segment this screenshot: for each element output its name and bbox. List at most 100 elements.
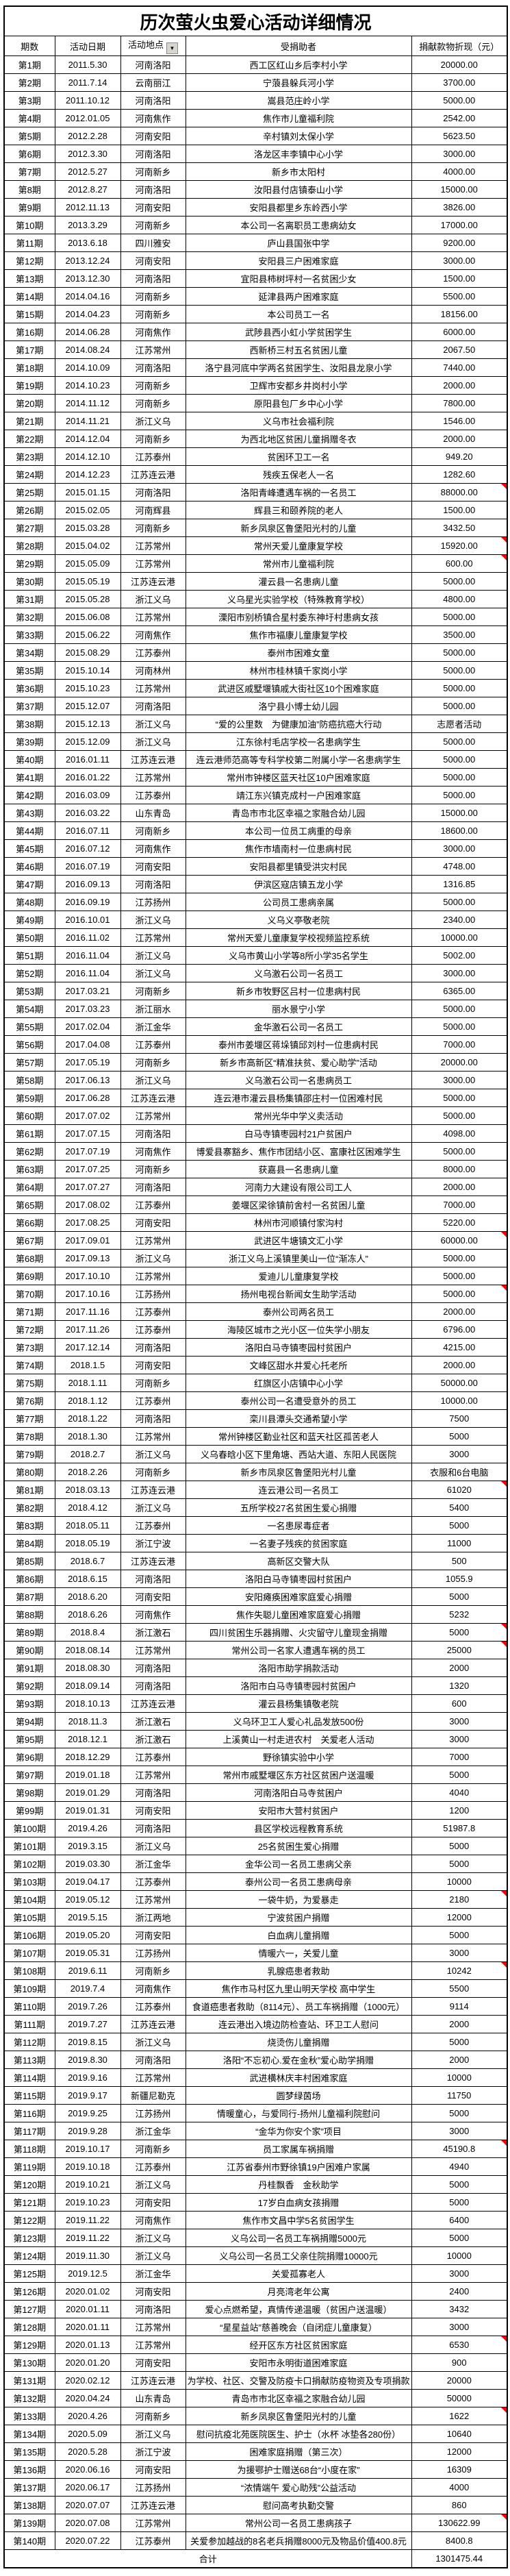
period-cell[interactable]: 第15期 bbox=[3, 305, 55, 323]
period-cell[interactable]: 第127期 bbox=[3, 2300, 55, 2318]
date-cell[interactable]: 2017.08.25 bbox=[54, 1213, 121, 1232]
location-cell[interactable]: 江苏常州 bbox=[120, 608, 186, 626]
period-cell[interactable]: 第107期 bbox=[3, 1944, 55, 1962]
date-cell[interactable]: 2012.3.30 bbox=[54, 145, 121, 163]
date-cell[interactable]: 2017.05.19 bbox=[54, 1053, 121, 1072]
amount-cell[interactable]: 5000.00 bbox=[411, 1089, 508, 1107]
location-cell[interactable]: 河南新乡 bbox=[120, 376, 186, 395]
date-cell[interactable]: 2019.9.28 bbox=[54, 2122, 121, 2140]
location-cell[interactable]: 江苏常州 bbox=[120, 1106, 186, 1125]
amount-cell[interactable]: 7440.00 bbox=[411, 358, 508, 377]
recipient-cell[interactable]: 博爱县寨豁乡、焦作市团结小区、富康社区困难学生 bbox=[185, 1142, 412, 1161]
period-cell[interactable]: 第134期 bbox=[3, 2425, 55, 2443]
recipient-cell[interactable]: 洛阳市助学捐款活动 bbox=[185, 1659, 412, 1677]
recipient-cell[interactable]: 灌云县杨集镇敬老院 bbox=[185, 1694, 412, 1713]
date-cell[interactable]: 2017.06.28 bbox=[54, 1089, 121, 1107]
date-cell[interactable]: 2016.07.11 bbox=[54, 821, 121, 840]
location-cell[interactable]: 河南洛阳 bbox=[120, 1338, 186, 1357]
location-cell[interactable]: 浙江义乌 bbox=[120, 1071, 186, 1089]
period-cell[interactable]: 第67期 bbox=[3, 1231, 55, 1250]
location-cell[interactable]: 河南洛阳 bbox=[120, 2300, 186, 2318]
amount-cell[interactable]: 3000 bbox=[411, 1445, 508, 1463]
location-cell[interactable]: 河南焦作 bbox=[120, 1979, 186, 1998]
date-cell[interactable]: 2012.5.27 bbox=[54, 162, 121, 181]
recipient-cell[interactable]: 义乌激石公司一名患病员工 bbox=[185, 1071, 412, 1089]
recipient-cell[interactable]: 林州市桂林镇千家岗小学 bbox=[185, 661, 412, 680]
location-cell[interactable]: 江苏泰州 bbox=[120, 643, 186, 662]
period-cell[interactable]: 第44期 bbox=[3, 821, 55, 840]
period-cell[interactable]: 第121期 bbox=[3, 2193, 55, 2212]
period-cell[interactable]: 第23期 bbox=[3, 447, 55, 466]
period-cell[interactable]: 第1期 bbox=[3, 55, 55, 74]
date-cell[interactable]: 2018.1.11 bbox=[54, 1374, 121, 1392]
amount-cell[interactable]: 15920.00 bbox=[411, 536, 508, 555]
date-cell[interactable]: 2017.07.25 bbox=[54, 1160, 121, 1178]
date-cell[interactable]: 2015.12.13 bbox=[54, 715, 121, 733]
amount-cell[interactable]: 6000.00 bbox=[411, 323, 508, 341]
recipient-cell[interactable]: 新乡凤泉区鲁堡阳光村的儿童 bbox=[185, 519, 412, 537]
amount-cell[interactable]: 25000 bbox=[411, 1641, 508, 1659]
date-cell[interactable]: 2017.11.26 bbox=[54, 1320, 121, 1339]
period-cell[interactable]: 第83期 bbox=[3, 1516, 55, 1535]
location-cell[interactable]: 河南新乡 bbox=[120, 1053, 186, 1072]
amount-cell[interactable]: 1200 bbox=[411, 1801, 508, 1820]
recipient-cell[interactable]: 洛阳白马寺镇枣园村贫困户 bbox=[185, 1570, 412, 1588]
amount-cell[interactable]: 1546.00 bbox=[411, 412, 508, 430]
location-cell[interactable]: 江苏常州 bbox=[120, 928, 186, 947]
amount-cell[interactable]: 2400 bbox=[411, 2282, 508, 2301]
recipient-cell[interactable]: 常州市儿童福利院 bbox=[185, 554, 412, 573]
amount-cell[interactable]: 3000 bbox=[411, 1712, 508, 1731]
recipient-cell[interactable]: 高新区交警大队 bbox=[185, 1552, 412, 1570]
location-cell[interactable]: 河南新乡 bbox=[120, 1463, 186, 1481]
period-cell[interactable]: 第19期 bbox=[3, 376, 55, 395]
date-cell[interactable]: 2011.5.30 bbox=[54, 55, 121, 74]
amount-cell[interactable]: 10000 bbox=[411, 2068, 508, 2087]
amount-cell[interactable]: 8400.8 bbox=[411, 2531, 508, 2550]
location-cell[interactable]: 江苏常州 bbox=[120, 1267, 186, 1285]
date-cell[interactable]: 2015.12.09 bbox=[54, 732, 121, 751]
amount-cell[interactable]: 5000.00 bbox=[411, 608, 508, 626]
period-cell[interactable]: 第123期 bbox=[3, 2229, 55, 2247]
period-cell[interactable]: 第114期 bbox=[3, 2068, 55, 2087]
recipient-cell[interactable]: 安阳市大营村贫困户 bbox=[185, 1801, 412, 1820]
recipient-cell[interactable]: 河南力大建设有限公司工人 bbox=[185, 1178, 412, 1196]
recipient-cell[interactable]: 西工区红山乡后李村小学 bbox=[185, 55, 412, 74]
recipient-cell[interactable]: 武进区戚墅堰镇戚大街社区10个困难家庭 bbox=[185, 679, 412, 697]
period-cell[interactable]: 第132期 bbox=[3, 2389, 55, 2407]
recipient-cell[interactable]: 浙江义乌上溪镇里美山一位“渐冻人” bbox=[185, 1249, 412, 1267]
date-cell[interactable]: 2017.11.16 bbox=[54, 1302, 121, 1321]
date-cell[interactable]: 2019.01.31 bbox=[54, 1801, 121, 1820]
location-cell[interactable]: 河南新乡 bbox=[120, 2140, 186, 2158]
date-cell[interactable]: 2015.06.08 bbox=[54, 608, 121, 626]
date-cell[interactable]: 2016.11.02 bbox=[54, 928, 121, 947]
date-cell[interactable]: 2019.05.12 bbox=[54, 1890, 121, 1909]
date-cell[interactable]: 2017.07.19 bbox=[54, 1142, 121, 1161]
date-cell[interactable]: 2019.10.21 bbox=[54, 2175, 121, 2194]
date-cell[interactable]: 2018.12.1 bbox=[54, 1730, 121, 1748]
date-cell[interactable]: 2020.07.22 bbox=[54, 2531, 121, 2550]
amount-cell[interactable]: 900 bbox=[411, 2353, 508, 2372]
period-cell[interactable]: 第126期 bbox=[3, 2282, 55, 2301]
period-cell[interactable]: 第41期 bbox=[3, 768, 55, 787]
recipient-cell[interactable]: 常州光华中学义卖活动 bbox=[185, 1106, 412, 1125]
location-cell[interactable]: 浙江义乌 bbox=[120, 946, 186, 965]
amount-cell[interactable]: 5000.00 bbox=[411, 1106, 508, 1125]
date-cell[interactable]: 2019.7.4 bbox=[54, 1979, 121, 1998]
location-cell[interactable]: 江苏泰州 bbox=[120, 1748, 186, 1766]
amount-cell[interactable]: 4748.00 bbox=[411, 857, 508, 876]
recipient-cell[interactable]: 金华公司一名员工患病父亲 bbox=[185, 1855, 412, 1873]
recipient-cell[interactable]: 西新桥三村五名贫困儿童 bbox=[185, 340, 412, 359]
date-cell[interactable]: 2019.5.15 bbox=[54, 1908, 121, 1927]
period-cell[interactable]: 第101期 bbox=[3, 1837, 55, 1855]
period-cell[interactable]: 第88期 bbox=[3, 1605, 55, 1624]
date-cell[interactable]: 2020.06.16 bbox=[54, 2460, 121, 2479]
period-cell[interactable]: 第71期 bbox=[3, 1302, 55, 1321]
date-cell[interactable]: 2013.6.18 bbox=[54, 234, 121, 252]
period-cell[interactable]: 第87期 bbox=[3, 1587, 55, 1606]
amount-cell[interactable]: 11750 bbox=[411, 2086, 508, 2105]
date-cell[interactable]: 2017.07.15 bbox=[54, 1124, 121, 1143]
recipient-cell[interactable]: 溧阳市别桥镇合星村委东神圩村患病女孩 bbox=[185, 608, 412, 626]
recipient-cell[interactable]: “浓情端午 爱心助残”公益活动 bbox=[185, 2478, 412, 2497]
period-cell[interactable]: 第95期 bbox=[3, 1730, 55, 1748]
period-cell[interactable]: 第56期 bbox=[3, 1035, 55, 1054]
